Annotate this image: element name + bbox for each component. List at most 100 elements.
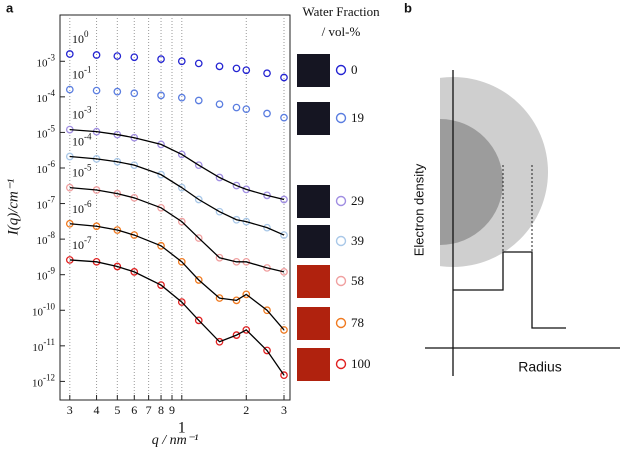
fit-line — [69, 223, 285, 331]
data-point — [263, 306, 271, 315]
legend-marker — [335, 64, 347, 76]
data-point — [215, 207, 224, 216]
data-point — [177, 298, 186, 306]
data-point — [232, 181, 241, 190]
x-tick-label: 7 — [146, 403, 152, 417]
y-tick-label: 10-12 — [32, 372, 55, 388]
data-point — [232, 331, 241, 339]
data-point — [194, 276, 203, 284]
y-axis-label: Electron density — [411, 163, 426, 256]
sample-photo — [297, 102, 330, 135]
x-axis-label: q / nm⁻¹ — [152, 433, 199, 448]
data-point — [177, 183, 186, 192]
sample-photo — [297, 54, 330, 87]
data-point — [280, 371, 288, 379]
data-point — [242, 66, 251, 75]
legend-label: 58 — [351, 273, 364, 288]
inner-core — [440, 119, 503, 245]
data-point — [263, 69, 271, 78]
scale-label: 10-1 — [72, 65, 92, 82]
fit-line — [69, 155, 285, 236]
data-point — [280, 195, 288, 204]
data-point — [194, 161, 203, 170]
y-tick-label: 10-3 — [37, 52, 56, 68]
y-tick-label: 10-11 — [32, 337, 55, 353]
panel-label: b — [404, 0, 412, 15]
sample-photo — [297, 307, 330, 340]
data-point — [194, 234, 203, 242]
data-point — [157, 170, 165, 179]
scale-label: 10-3 — [72, 105, 92, 122]
y-tick-label: 10-10 — [32, 301, 55, 317]
data-point — [232, 64, 241, 73]
data-point — [242, 105, 251, 114]
data-point — [242, 185, 251, 194]
data-point — [263, 346, 271, 355]
data-point — [263, 191, 271, 200]
data-point — [280, 231, 288, 239]
y-tick-label: 10-7 — [37, 195, 56, 211]
data-point — [177, 217, 186, 226]
legend-marker — [335, 235, 347, 247]
data-point — [130, 89, 139, 98]
x-tick-label: 1 — [178, 420, 186, 437]
sample-photo — [297, 348, 330, 381]
y-tick-label: 10-5 — [37, 123, 56, 139]
fit-line — [69, 259, 285, 376]
y-tick-label: 10-9 — [37, 266, 56, 282]
data-point — [92, 51, 101, 59]
fit-line — [69, 128, 285, 201]
data-point — [194, 59, 203, 68]
data-point — [177, 93, 186, 102]
data-point — [113, 262, 122, 271]
sample-photo — [297, 185, 330, 218]
x-tick-label: 9 — [169, 403, 175, 417]
panel-b: b Electron density Radius — [404, 0, 620, 376]
plot-area — [65, 50, 288, 379]
fit-line — [69, 187, 285, 273]
scale-label: 100 — [72, 29, 89, 46]
x-tick-label: 2 — [243, 403, 249, 417]
legend-marker — [335, 358, 347, 370]
data-point — [215, 173, 224, 182]
density-profile — [453, 251, 566, 329]
legend-label: 78 — [351, 315, 364, 330]
x-axis-label: Radius — [518, 359, 562, 375]
plot-frame — [59, 14, 291, 401]
data-point — [157, 140, 165, 149]
sample-photo — [297, 265, 330, 298]
data-point — [280, 113, 288, 122]
x-tick-label: 8 — [158, 403, 164, 417]
data-point — [177, 150, 186, 159]
data-point — [130, 53, 139, 62]
data-point — [177, 57, 186, 66]
data-point — [280, 326, 288, 334]
data-point — [113, 87, 122, 96]
x-tick-label: 6 — [131, 403, 137, 417]
y-tick-label: 10-4 — [37, 88, 56, 104]
data-point — [130, 231, 139, 239]
data-point — [65, 85, 74, 94]
y-tick-label: 10-8 — [37, 230, 56, 246]
data-point — [232, 103, 241, 112]
x-tick-label: 4 — [94, 403, 100, 417]
scale-label: 10-4 — [72, 132, 92, 149]
y-tick-label: 10-6 — [37, 159, 56, 175]
data-point — [263, 109, 271, 118]
x-tick-label: 3 — [281, 403, 287, 417]
data-point — [242, 290, 251, 299]
data-point — [157, 91, 165, 100]
legend-title: Water Fraction — [302, 4, 380, 19]
legend-title: / vol-% — [322, 24, 361, 39]
data-point — [263, 264, 271, 272]
legend-label: 100 — [351, 356, 371, 371]
data-point — [215, 62, 224, 71]
x-tick-label: 3 — [67, 403, 73, 417]
scale-label: 10-7 — [72, 235, 92, 252]
data-point — [177, 257, 186, 266]
data-point — [157, 281, 165, 289]
legend-label: 39 — [351, 233, 364, 248]
data-point — [280, 268, 288, 276]
y-axis-label: I(q)/cm⁻¹ — [5, 178, 21, 236]
